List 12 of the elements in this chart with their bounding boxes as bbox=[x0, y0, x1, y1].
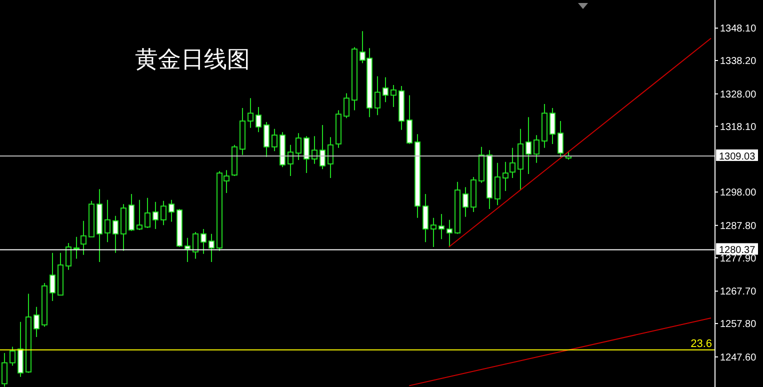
y-tick-label: 1257.80 bbox=[720, 319, 757, 330]
annotation: 23.6 bbox=[690, 338, 712, 350]
y-tick-label: 1287.80 bbox=[720, 220, 757, 232]
y-tick-label: 1328.00 bbox=[720, 89, 757, 100]
y-tick-label: 1247.60 bbox=[720, 352, 757, 364]
y-tick-label: 1318.10 bbox=[720, 122, 757, 133]
y-tick-label: 1338.20 bbox=[720, 56, 757, 68]
ref-line-label: 1309.03 bbox=[719, 151, 756, 162]
y-tick-label: 1267.70 bbox=[720, 286, 757, 298]
y-tick-label: 1348.10 bbox=[720, 24, 757, 35]
text: 黄金日线图 bbox=[135, 46, 250, 75]
y-tick-label: 1298.00 bbox=[720, 188, 757, 199]
